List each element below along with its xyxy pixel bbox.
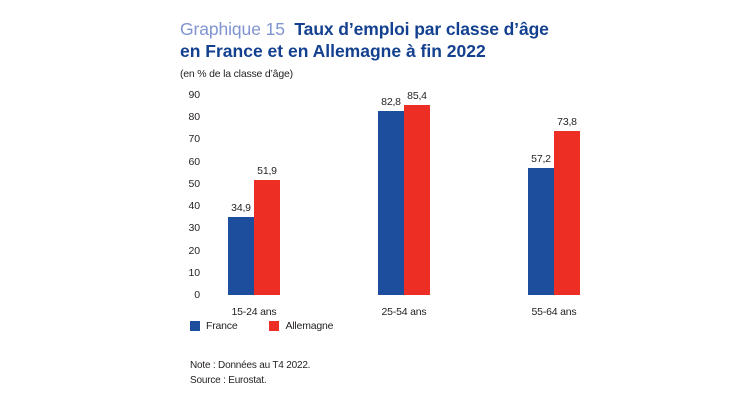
y-tick-60: 60	[188, 155, 201, 168]
bar-pair: 82,8 85,4	[378, 90, 430, 295]
legend-label-france: France	[206, 320, 238, 332]
y-axis: 90 80 70 60 50 40 30 20 10 0	[166, 88, 201, 303]
figure-subtitle: (en % de la classe d’âge)	[180, 68, 293, 80]
y-tick-70: 70	[188, 133, 201, 146]
bar-france-15-24[interactable]: 34,9	[228, 202, 254, 295]
y-tick-0: 0	[194, 289, 200, 301]
bar-pair: 57,2 73,8	[528, 95, 580, 295]
chart-legend: France Allemagne	[190, 320, 365, 332]
figure-title-line-1: Graphique 15 Taux d’emploi par classe d’…	[180, 18, 640, 40]
bar-value-france-55-64: 57,2	[531, 152, 551, 165]
figure-title-text-1: Taux d’emploi par classe d’âge	[294, 19, 549, 39]
bar-allemagne-25-54[interactable]: 85,4	[404, 90, 430, 295]
y-tick-80: 80	[188, 111, 201, 124]
category-label-55-64: 55-64 ans	[531, 306, 577, 318]
bar-value-allemagne-15-24: 51,9	[257, 164, 277, 177]
category-label-15-24: 15-24 ans	[231, 306, 277, 318]
legend-label-allemagne: Allemagne	[285, 320, 334, 332]
y-tick-40: 40	[188, 200, 201, 213]
bars-layer: 34,9 51,9 15-24 ans 82,8 85,4	[206, 88, 636, 318]
bar-group-25-54: 82,8 85,4 25-54 ans	[378, 90, 430, 318]
figure-title-text-2: en France et en Allemagne à fin 2022	[180, 41, 486, 61]
y-tick-30: 30	[188, 222, 201, 235]
legend-swatch-icon-france	[190, 321, 200, 331]
source-text: Source : Eurostat.	[190, 375, 267, 386]
figure-notes: Note : Données au T4 2022. Source : Euro…	[190, 358, 310, 388]
bar-france-55-64[interactable]: 57,2	[528, 153, 554, 295]
y-tick-10: 10	[188, 266, 201, 279]
bar-group-15-24: 34,9 51,9 15-24 ans	[228, 95, 280, 318]
legend-item-allemagne[interactable]: Allemagne	[269, 320, 334, 332]
chart-plot-area: 90 80 70 60 50 40 30 20 10 0 34,9 51,9	[166, 88, 636, 318]
bar-value-allemagne-55-64: 73,8	[557, 116, 577, 128]
bar-allemagne-55-64[interactable]: 73,8	[554, 116, 580, 295]
legend-item-france[interactable]: France	[190, 320, 238, 332]
bar-value-france-25-54: 82,8	[381, 96, 401, 108]
y-tick-90: 90	[188, 89, 201, 101]
bar-value-allemagne-25-54: 85,4	[407, 90, 427, 103]
y-tick-50: 50	[188, 177, 201, 190]
bar-allemagne-15-24[interactable]: 51,9	[254, 165, 280, 295]
figure-title-block: Graphique 15 Taux d’emploi par classe d’…	[180, 18, 640, 62]
bar-value-france-15-24: 34,9	[231, 202, 251, 215]
note-text: Note : Données au T4 2022.	[190, 360, 311, 371]
legend-swatch-icon-allemagne	[269, 321, 280, 331]
bar-group-55-64: 57,2 73,8 55-64 ans	[528, 95, 580, 318]
category-label-25-54: 25-54 ans	[381, 306, 427, 318]
y-tick-20: 20	[188, 244, 201, 257]
figure-number-label: Graphique 15	[180, 19, 285, 39]
bar-pair: 34,9 51,9	[228, 95, 280, 295]
bar-france-25-54[interactable]: 82,8	[378, 96, 404, 295]
